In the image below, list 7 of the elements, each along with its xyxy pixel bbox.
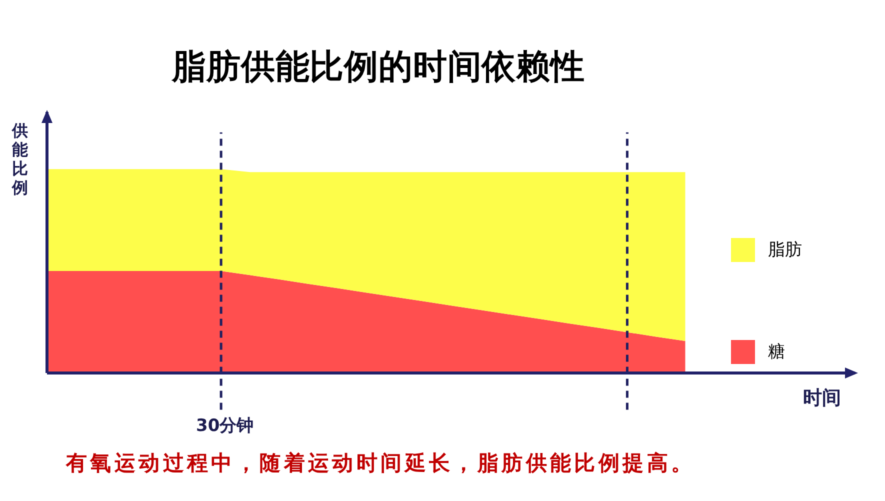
- text: 时间: [803, 386, 841, 410]
- legend-label: 脂肪: [768, 240, 802, 260]
- text: 30分钟: [196, 415, 254, 437]
- y-axis-title: 供能比例: [11, 121, 29, 197]
- chart-title: 脂肪供能比例的时间依赖性: [170, 46, 586, 88]
- legend-label: 糖: [768, 342, 785, 362]
- text: 有氧运动过程中，随着运动时间延长，脂肪供能比例提高。: [66, 450, 696, 476]
